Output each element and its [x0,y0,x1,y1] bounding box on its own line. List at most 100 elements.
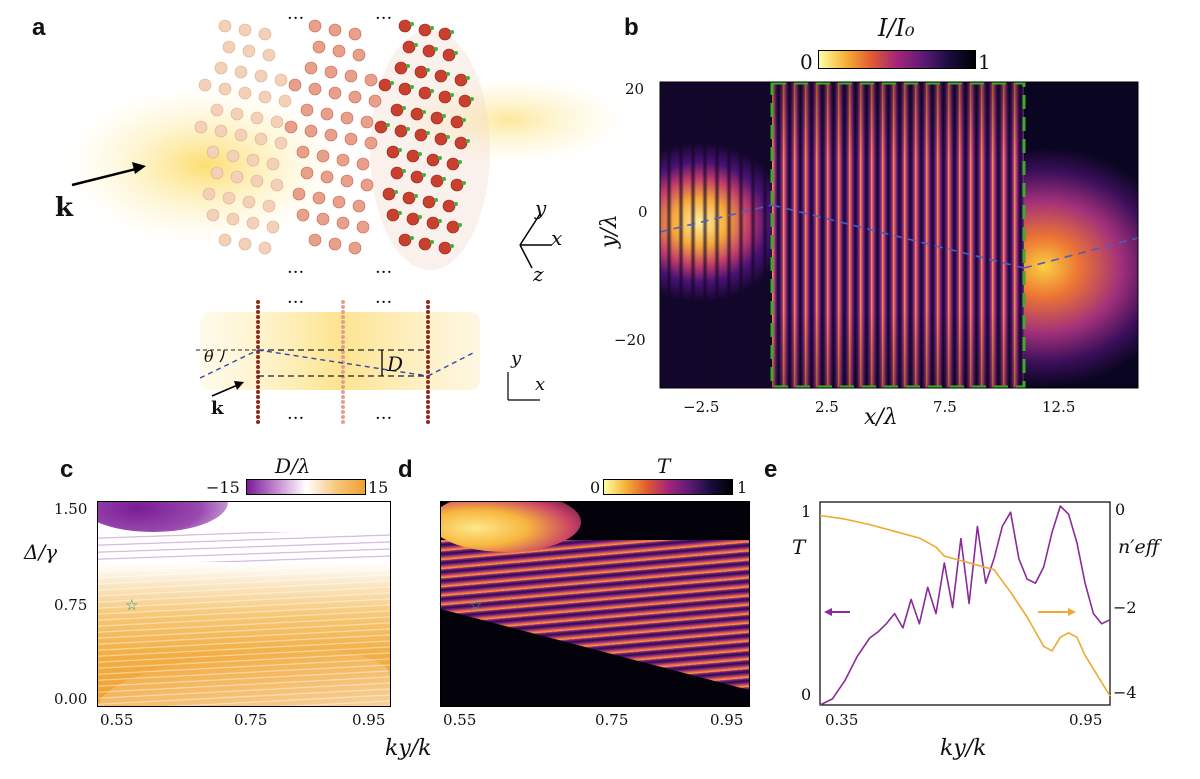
axis-label-y: y [535,196,547,220]
axis-label-z: z [533,262,544,286]
side-atom [256,365,260,369]
atom [242,195,256,209]
atom [258,27,272,41]
colorbar-b-min: 0 [800,50,813,74]
atom-dipole [410,85,414,89]
atom [332,195,346,209]
ellipsis-top-2: ··· [375,8,393,29]
ellipsis-bot-2: ··· [375,408,393,429]
atom [430,111,444,125]
b-ytick-20: 20 [625,80,645,98]
atom [210,166,224,180]
e-left-label: T [792,535,806,559]
atom-dipole [414,43,418,47]
atom-dipole [442,114,446,118]
atom [340,111,354,125]
e-right-label: n′eff [1118,536,1160,558]
atom [246,216,260,230]
atom [352,199,366,213]
side-atom [341,350,345,354]
atom-dipole [430,26,434,30]
side-atom [341,325,345,329]
e-left-tick-0: 0 [801,685,812,704]
atom [394,61,408,75]
c-ytick-0.75: 0.75 [54,596,88,614]
atom [348,90,362,104]
atom [202,187,216,201]
atom [360,115,374,129]
side-atom [341,370,345,374]
atom [210,103,224,117]
atom [430,174,444,188]
atom [214,61,228,75]
b-ytick-neg20: −20 [614,331,646,349]
side-atom [341,380,345,384]
side-atom [426,350,430,354]
atom [316,212,330,226]
k-arrow [71,166,141,187]
ellipsis-side-2: ··· [375,292,393,313]
atom [344,69,358,83]
side-atom [426,355,430,359]
atom [258,90,272,104]
atom [446,220,460,234]
side-atom [426,410,430,414]
atom-dipole [462,118,466,122]
atom [206,208,220,222]
atom [386,208,400,222]
atom [406,149,420,163]
side-atom [256,390,260,394]
atom [422,44,436,58]
side-atom [426,400,430,404]
e-left-tick-1: 1 [801,502,812,521]
atom [398,19,412,33]
side-atom [256,420,260,424]
atom [446,157,460,171]
atom [320,170,334,184]
atom [284,120,298,134]
side-atom [256,380,260,384]
side-atom [426,405,430,409]
side-atom [256,410,260,414]
atom [340,174,354,188]
ellipsis-top-1: ··· [287,8,305,29]
side-atom [256,330,260,334]
d-label: D [387,352,404,376]
atom-dipole [466,76,470,80]
panel-label-b: b [624,14,639,41]
atom [234,128,248,142]
atom [426,216,440,230]
side-atom [341,385,345,389]
side-atom [426,340,430,344]
k-vector-label: k [55,193,74,223]
atom-dipole [446,72,450,76]
colorbar-c-label: D/λ [275,454,311,478]
xyz-axes [519,213,552,269]
atom [402,191,416,205]
side-atom [426,385,430,389]
side-atom [426,370,430,374]
atom [410,170,424,184]
atom [266,157,280,171]
side-atom [341,300,345,304]
atom [238,86,252,100]
atom [324,65,338,79]
atom [274,73,288,87]
atom [364,136,378,150]
colorbar-c-min: −15 [206,478,240,497]
atom [296,208,310,222]
c-ylabel: Δ/γ [24,540,58,564]
atom-dipole [458,160,462,164]
atom [206,145,220,159]
side-axis-label-y: y [511,348,522,369]
atom [222,40,236,54]
side-atom [426,395,430,399]
atom-dipole [426,68,430,72]
side-atom [341,335,345,339]
colorbar-d-label: T [657,454,671,478]
atom [434,69,448,83]
atom [394,124,408,138]
atom-dipole [470,97,474,101]
atom-dipole [442,177,446,181]
atom [308,233,322,247]
